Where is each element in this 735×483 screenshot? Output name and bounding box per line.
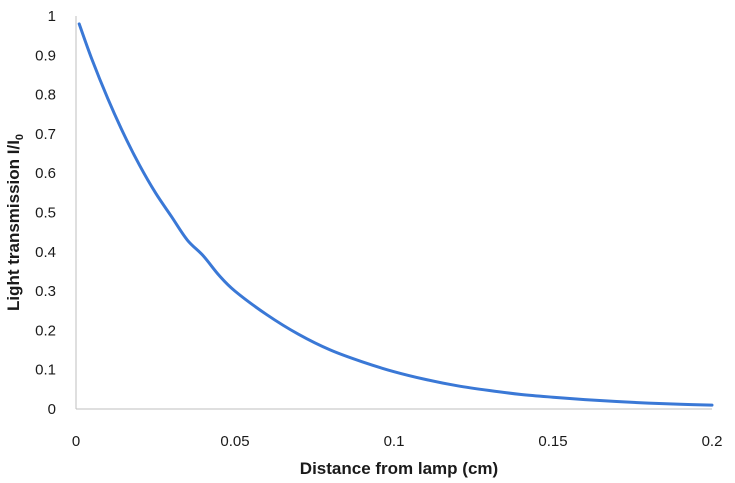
y-axis-title: Light transmission I/I0 [4, 134, 26, 311]
y-tick-label: 0 [48, 401, 56, 418]
x-tick-label: 0 [72, 433, 80, 450]
x-tick-label: 0.1 [384, 433, 405, 450]
y-tick-label: 0.6 [35, 165, 56, 182]
x-axis-ticks: 0 0.05 0.1 0.15 0.2 [72, 433, 723, 450]
y-tick-label: 0.5 [35, 205, 56, 222]
y-axis-title-subscript: 0 [14, 134, 26, 140]
y-tick-label: 0.4 [35, 244, 56, 261]
y-tick-label: 0.3 [35, 283, 56, 300]
x-tick-label: 0.15 [538, 433, 567, 450]
y-tick-label: 0.2 [35, 322, 56, 339]
y-axis-ticks: 0 0.1 0.2 0.3 0.4 0.5 0.6 0.7 0.8 0.9 1 [35, 8, 56, 418]
y-tick-label: 0.1 [35, 362, 56, 379]
y-axis-title-main: Light transmission I/I [4, 140, 23, 311]
y-tick-label: 0.9 [35, 47, 56, 64]
x-tick-label: 0.2 [702, 433, 723, 450]
y-tick-label: 0.8 [35, 87, 56, 104]
series-line [77, 22, 714, 407]
x-axis-title: Distance from lamp (cm) [300, 459, 498, 478]
y-tick-label: 0.7 [35, 126, 56, 143]
y-tick-label: 1 [48, 8, 56, 25]
x-tick-label: 0.05 [220, 433, 249, 450]
